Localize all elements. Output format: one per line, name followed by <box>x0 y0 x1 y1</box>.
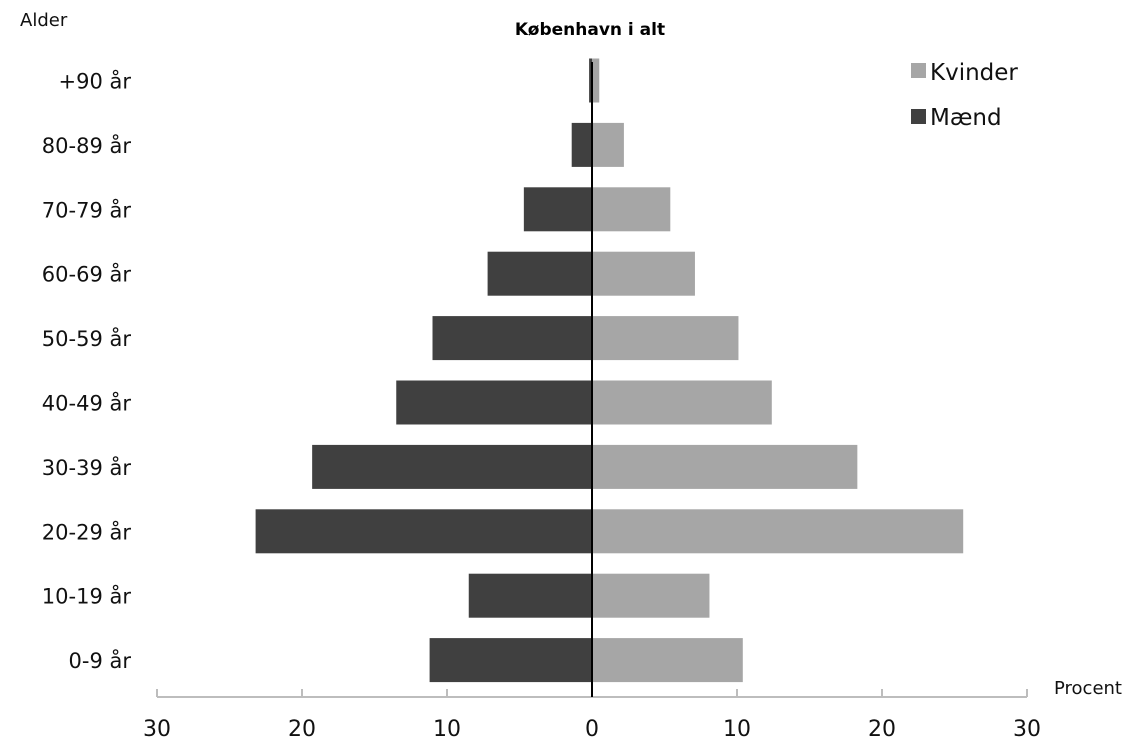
category-label-80-89-r: 80-89 år <box>42 133 132 158</box>
category-label-10-19-r: 10-19 år <box>42 584 132 609</box>
category-label-90-r: +90 år <box>59 69 132 94</box>
chart-title: København i alt <box>515 20 665 40</box>
legend-label-kvinder: Kvinder <box>930 60 1018 86</box>
bar-maend-90-r <box>589 58 592 103</box>
category-labels: +90 år 80-89 år 70-79 år 60-69 år 50-59 år 40… <box>42 69 132 674</box>
x-tick-label: 20 <box>868 717 896 742</box>
legend-swatch-maend <box>911 109 926 124</box>
y-axis-label: Alder <box>20 10 68 31</box>
x-tick-label: 30 <box>1013 717 1041 742</box>
x-tick-label: 20 <box>288 717 316 742</box>
bar-kvinder-10-19-r <box>592 573 710 618</box>
bar-kvinder-50-59-r <box>592 316 739 361</box>
legend: Kvinder Mænd <box>911 60 1018 131</box>
category-label-40-49-r: 40-49 år <box>42 391 132 416</box>
bar-kvinder-0-9-r <box>592 638 743 683</box>
bar-maend-60-69-r <box>487 251 592 296</box>
bar-kvinder-80-89-r <box>592 122 624 167</box>
bar-kvinder-70-79-r <box>592 187 671 232</box>
bar-kvinder-20-29-r <box>592 509 964 554</box>
category-label-0-9-r: 0-9 år <box>69 648 132 673</box>
legend-swatch-kvinder <box>911 63 926 78</box>
x-tick-label: 30 <box>143 717 171 742</box>
bar-kvinder-90-r <box>592 58 600 103</box>
bar-maend-40-49-r <box>396 380 592 425</box>
bar-kvinder-40-49-r <box>592 380 772 425</box>
category-label-70-79-r: 70-79 år <box>42 197 132 222</box>
category-label-30-39-r: 30-39 år <box>42 455 132 480</box>
bars-maend <box>255 58 592 683</box>
legend-label-maend: Mænd <box>930 105 1002 131</box>
category-label-60-69-r: 60-69 år <box>42 262 132 287</box>
x-tick-label: 10 <box>433 717 461 742</box>
bar-maend-50-59-r <box>432 316 592 361</box>
bar-maend-10-19-r <box>468 573 592 618</box>
bar-kvinder-60-69-r <box>592 251 695 296</box>
bar-maend-80-89-r <box>571 122 592 167</box>
bar-maend-70-79-r <box>523 187 592 232</box>
x-tick-label: 10 <box>723 717 751 742</box>
category-label-20-29-r: 20-29 år <box>42 519 132 544</box>
bar-maend-30-39-r <box>312 444 592 489</box>
x-axis-label: Procent <box>1054 678 1122 699</box>
category-label-50-59-r: 50-59 år <box>42 326 132 351</box>
bar-maend-20-29-r <box>255 509 592 554</box>
x-tick-label: 0 <box>585 717 599 742</box>
bar-maend-0-9-r <box>429 638 592 683</box>
bars-kvinder <box>592 58 964 683</box>
bar-kvinder-30-39-r <box>592 444 858 489</box>
